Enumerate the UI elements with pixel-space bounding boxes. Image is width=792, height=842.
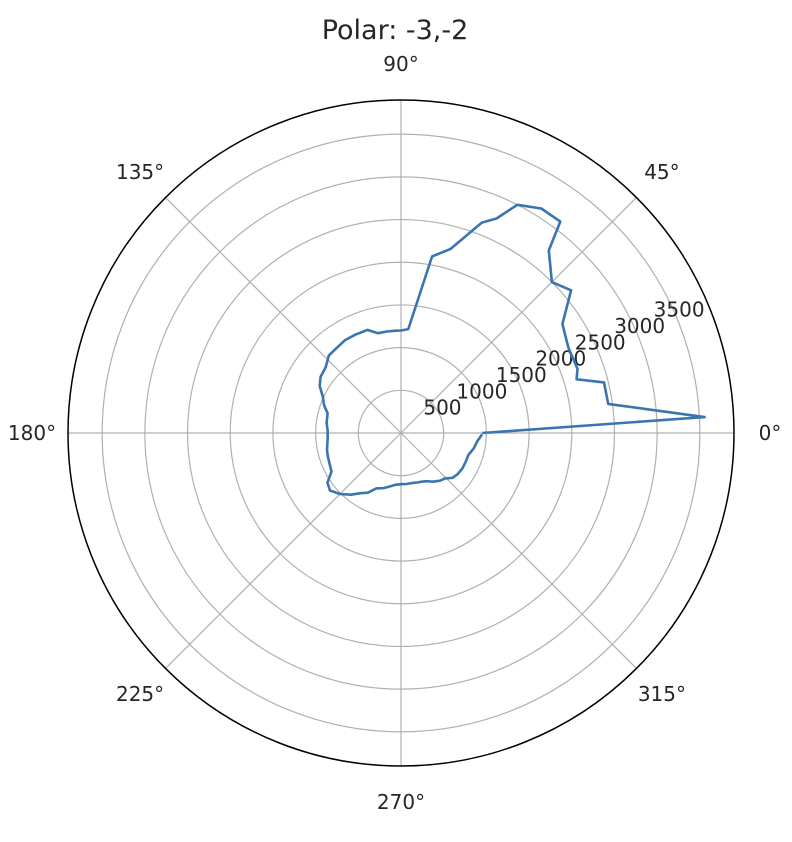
angle-tick-label-0: 0° (759, 421, 782, 445)
angular-tick-labels: 0° 45° 90° 135° 180° 225° 270° 315° (8, 52, 781, 814)
chart-title: Polar: -3,-2 (322, 15, 469, 46)
series-layer (318, 203, 706, 497)
series-line-0 (318, 203, 706, 497)
r-tick-label-2500: 2500 (575, 330, 626, 354)
angle-tick-label-90: 90° (383, 52, 418, 76)
angular-gridline-135 (165, 197, 402, 434)
polar-grid (68, 100, 734, 766)
angular-gridline-45 (400, 197, 637, 434)
r-tick-label-500: 500 (423, 396, 461, 420)
angle-tick-label-270: 270° (377, 790, 425, 814)
angle-tick-label-135: 135° (116, 160, 164, 184)
angular-gridline-225 (165, 432, 402, 669)
r-tick-label-1000: 1000 (456, 379, 507, 403)
r-tick-label-3500: 3500 (654, 298, 705, 322)
angle-tick-label-225: 225° (116, 682, 164, 706)
r-tick-label-3000: 3000 (614, 314, 665, 338)
angle-tick-label-315: 315° (638, 682, 686, 706)
angular-gridline-315 (400, 432, 637, 669)
r-tick-label-1500: 1500 (496, 363, 547, 387)
angle-tick-label-180: 180° (8, 421, 56, 445)
polar-frame (67, 99, 735, 767)
angle-tick-label-45: 45° (644, 160, 679, 184)
